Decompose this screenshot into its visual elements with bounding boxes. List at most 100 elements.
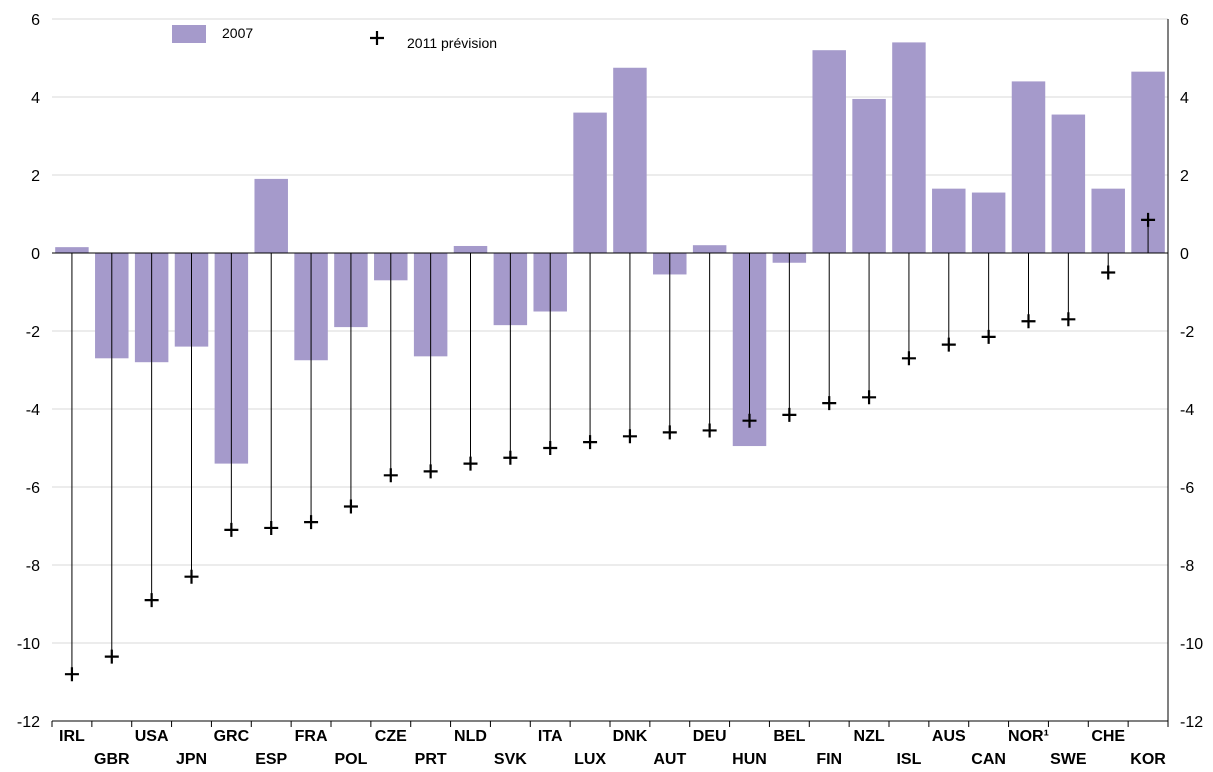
category-label-nzl: NZL	[854, 728, 885, 745]
y-tick-label-right: -6	[1180, 480, 1194, 497]
marker-2011-fra	[304, 515, 319, 530]
marker-2011-aus	[941, 337, 956, 352]
marker-2011-jpn	[184, 569, 199, 584]
bar-2007-nzl	[852, 98, 886, 253]
marker-2011-lux	[583, 435, 598, 450]
y-tick-labels: 6 6 4 4 2 2 0 0 -2 -2 -4 -4 -6 -6 -8 -8 -10 -10 -12 -12	[17, 12, 1203, 731]
y-tick-label-left: -12	[17, 714, 40, 731]
bar-2007-fin	[812, 50, 846, 254]
marker-2011-kor	[1141, 212, 1156, 227]
y-tick-label-right: -8	[1180, 558, 1194, 575]
marker-2011-fin	[822, 396, 837, 411]
y-tick-label-right: 4	[1180, 90, 1189, 107]
bar-2007-che	[1091, 188, 1125, 253]
legend-swatch-2007	[172, 25, 206, 43]
category-label-pol: POL	[334, 751, 367, 768]
category-label-jpn: JPN	[176, 751, 207, 768]
y-tick-label-left: 0	[31, 246, 40, 263]
marker-2011-hun	[742, 413, 757, 428]
category-label-hun: HUN	[732, 751, 767, 768]
marker-layer	[64, 212, 1156, 682]
y-tick-label-left: 6	[31, 12, 40, 29]
bar-2007-isl	[892, 42, 926, 254]
bar-2007-lux	[573, 112, 607, 253]
marker-2011-nld	[463, 456, 478, 471]
category-label-deu: DEU	[693, 728, 727, 745]
marker-2011-aut	[662, 425, 677, 440]
marker-2011-bel	[782, 407, 797, 422]
bar-2007-esp	[254, 178, 288, 253]
bar-2007-swe	[1051, 114, 1086, 253]
legend: 2007 2011 prévision	[172, 25, 497, 51]
category-label-can: CAN	[971, 751, 1006, 768]
category-labels: IRL GBR USA JPN GRC ESP FRA POL CZE PRT NLD SVK ITA L…	[59, 728, 1166, 768]
category-label-svk: SVK	[494, 751, 527, 768]
category-label-fin: FIN	[816, 751, 842, 768]
bar-2007-irl	[55, 247, 89, 253]
y-tick-label-left: 4	[31, 90, 40, 107]
y-tick-label-left: -10	[17, 636, 40, 653]
category-label-usa: USA	[135, 728, 169, 745]
marker-2011-esp	[264, 520, 279, 535]
marker-2011-ita	[543, 441, 558, 455]
category-label-kor: KOR	[1130, 751, 1166, 768]
category-label-aut: AUT	[653, 751, 686, 768]
category-label-ita: ITA	[538, 728, 563, 745]
y-tick-label-right: -2	[1180, 324, 1194, 341]
marker-2011-can	[981, 329, 996, 344]
y-tick-label-left: -2	[26, 324, 40, 341]
category-label-grc: GRC	[214, 728, 250, 745]
marker-2011-nzl	[862, 390, 877, 405]
marker-2011-che	[1101, 265, 1116, 280]
y-tick-label-left: -4	[26, 402, 40, 419]
marker-2011-cze	[383, 468, 398, 483]
category-label-swe: SWE	[1050, 751, 1087, 768]
marker-2011-nor	[1021, 314, 1036, 329]
bar-2007-nld	[453, 245, 488, 253]
category-label-bel: BEL	[773, 728, 805, 745]
y-tick-label-right: 2	[1180, 168, 1189, 185]
y-tick-label-right: -10	[1180, 636, 1203, 653]
category-label-nor: NOR¹	[1008, 728, 1049, 745]
legend-marker-2011	[370, 31, 384, 45]
bar-2007-can	[971, 192, 1006, 253]
marker-2011-usa	[144, 593, 159, 608]
category-label-cze: CZE	[375, 728, 407, 745]
y-tick-label-right: -12	[1180, 714, 1203, 731]
marker-2011-irl	[64, 667, 79, 682]
axis-layer	[51, 19, 1169, 727]
category-label-esp: ESP	[255, 751, 287, 768]
marker-2011-deu	[702, 423, 717, 438]
marker-2011-pol	[343, 499, 358, 514]
category-label-gbr: GBR	[94, 751, 130, 768]
marker-2011-dnk	[622, 429, 637, 444]
marker-2011-swe	[1061, 312, 1076, 327]
bar-2007-deu	[692, 245, 727, 253]
marker-2011-svk	[503, 450, 518, 465]
y-tick-label-right: 6	[1180, 12, 1189, 29]
category-label-isl: ISL	[896, 751, 921, 768]
category-label-prt: PRT	[415, 751, 447, 768]
bar-2007-dnk	[613, 67, 647, 253]
y-tick-label-right: -4	[1180, 402, 1194, 419]
category-label-che: CHE	[1091, 728, 1125, 745]
y-tick-label-right: 0	[1180, 246, 1189, 263]
bar-2007-nor	[1011, 81, 1046, 254]
category-label-irl: IRL	[59, 728, 85, 745]
category-label-fra: FRA	[295, 728, 328, 745]
marker-2011-grc	[224, 522, 239, 537]
drop-line-layer	[71, 219, 1149, 675]
marker-2011-isl	[901, 351, 916, 366]
y-tick-label-left: 2	[31, 168, 40, 185]
marker-2011-prt	[423, 464, 438, 479]
legend-label-2007: 2007	[222, 25, 253, 41]
bar-2007-aus	[932, 188, 966, 253]
marker-2011-gbr	[104, 649, 119, 664]
category-label-dnk: DNK	[613, 728, 648, 745]
y-tick-label-left: -8	[26, 558, 40, 575]
y-tick-label-left: -6	[26, 480, 40, 497]
category-label-lux: LUX	[574, 751, 606, 768]
legend-label-2011-prevision: 2011 prévision	[407, 35, 497, 51]
category-label-nld: NLD	[454, 728, 487, 745]
